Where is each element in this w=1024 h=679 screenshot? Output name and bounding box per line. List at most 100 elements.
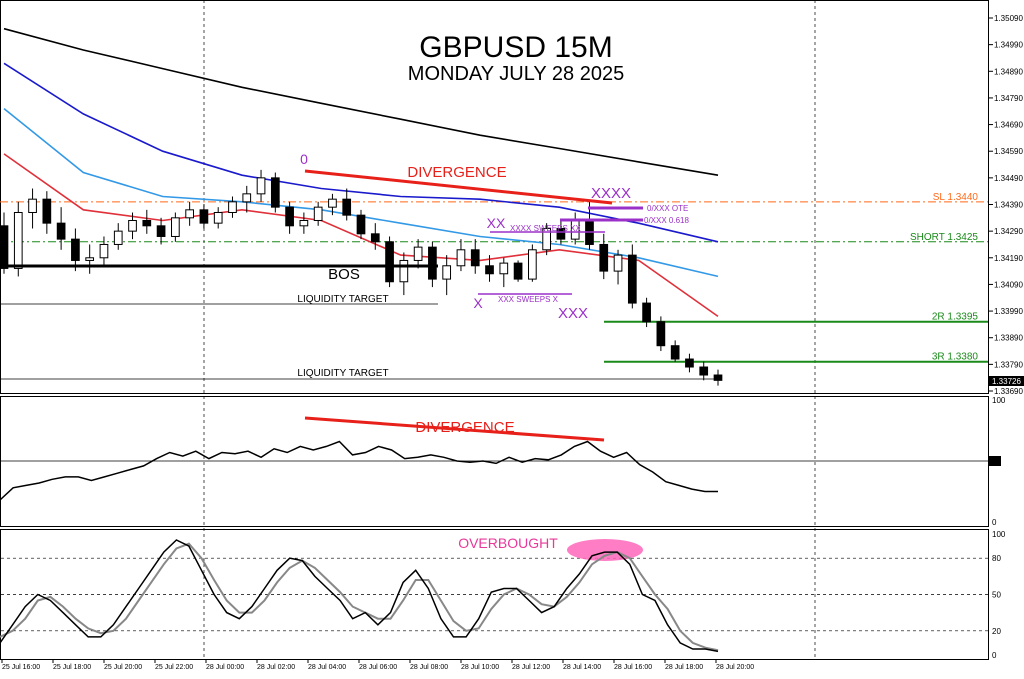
time-tick-label: 28 Jul 10:00 (461, 664, 499, 671)
price-tick-label: 1.34290 (994, 227, 1023, 236)
liquidity-target-label-2: LIQUIDITY TARGET (297, 368, 388, 379)
candle-body (356, 214, 366, 235)
divergence-line-price (304, 169, 613, 205)
candle-body (370, 233, 380, 243)
stoch-axis: 100 80 50 20 0 (1, 530, 1006, 660)
time-tick-label: 28 Jul 08:00 (410, 664, 448, 671)
candle-body (199, 209, 209, 224)
rsi-tick-label: 100 (992, 396, 1006, 405)
xxxx-sweeps-label: XXXX SWEEPS XX (510, 224, 581, 233)
candle-body (128, 219, 137, 232)
time-tick-label: 28 Jul 18:00 (665, 664, 703, 671)
stoch-tick-label: 80 (992, 554, 1001, 563)
candle-body (328, 198, 337, 208)
xxx-sweeps-label: XXX SWEEPS X (498, 295, 559, 304)
time-tick-label: 28 Jul 02:00 (257, 664, 295, 671)
candle-body (185, 209, 194, 219)
rsi-line (0, 440, 718, 501)
candle-body (28, 198, 37, 213)
price-tick-label: 1.34790 (994, 94, 1023, 103)
time-tick-label: 28 Jul 20:00 (716, 664, 754, 671)
divergence-label-price: DIVERGENCE (407, 164, 506, 181)
time-tick-label: 28 Jul 16:00 (614, 664, 652, 671)
candle-body (242, 193, 252, 203)
time-tick-label: 25 Jul 18:00 (53, 664, 91, 671)
stoch-tick-label: 20 (992, 627, 1001, 636)
price-tick-label: 1.34490 (994, 174, 1023, 183)
time-tick-label: 28 Jul 00:00 (206, 664, 244, 671)
candle-body (71, 238, 80, 261)
candle-body (670, 345, 680, 360)
candle-body (113, 230, 123, 245)
candle-body (470, 249, 480, 267)
price-tick-label: 1.34590 (994, 147, 1023, 156)
candle-body (528, 249, 537, 280)
candle-body (213, 211, 223, 224)
time-tick-label: 25 Jul 20:00 (104, 664, 142, 671)
time-tick-label: 28 Jul 14:00 (563, 664, 601, 671)
xx-label: XX (487, 215, 506, 231)
candle-body (599, 243, 609, 272)
liquidity-target-label-1: LIQUIDITY TARGET (297, 294, 388, 305)
overbought-ellipse (567, 539, 643, 561)
candle-body (513, 262, 523, 280)
time-tick-label: 28 Jul 04:00 (308, 664, 346, 671)
time-tick-label: 25 Jul 22:00 (155, 664, 193, 671)
x-label: X (473, 295, 483, 311)
candle-body (85, 257, 95, 261)
price-tick-label: 1.33690 (994, 387, 1023, 396)
price-tick-label: 1.33990 (994, 307, 1023, 316)
stoch-tick-label: 0 (992, 651, 997, 660)
candle-body (171, 217, 180, 237)
current-price-label: 1.33726 (992, 377, 1021, 386)
stoch-main-line (0, 539, 719, 653)
chart-title: GBPUSD 15M (419, 31, 612, 64)
price-tick-label: 1.34190 (994, 254, 1023, 263)
candle-body (385, 241, 394, 283)
rsi-tick-label: 0 (992, 518, 997, 527)
time-tick-label: 28 Jul 12:00 (512, 664, 550, 671)
candle-body (299, 219, 309, 227)
current-price-box (989, 376, 1024, 386)
candle-body (13, 211, 23, 269)
candle-body (485, 265, 494, 275)
candle-body (656, 321, 666, 347)
candle-body (713, 374, 723, 381)
price-tick-label: 1.34990 (994, 41, 1023, 50)
stoch-tick-label: 50 (992, 591, 1001, 600)
xxx-label: XXX (558, 305, 588, 322)
candle-body (556, 227, 566, 240)
ote-label: 0/XXX OTE (647, 204, 688, 213)
fib-label: 0/XXX 0.618 (644, 216, 689, 225)
level-label: 3R 1.3380 (932, 352, 979, 363)
xxxx-label: XXXX (591, 185, 631, 202)
candle-body (613, 254, 623, 272)
price-tick-label: 1.34890 (994, 67, 1023, 76)
candle-body (56, 222, 66, 240)
time-axis: 25 Jul 16:00 25 Jul 18:00 25 Jul 20:00 25 J… (1, 660, 754, 671)
stoch-tick-label: 100 (992, 530, 1006, 539)
bos-label: BOS (328, 266, 360, 283)
divergence-label-rsi: DIVERGENCE (415, 419, 514, 436)
stoch-signal-line (0, 542, 719, 652)
rsi-level-box (989, 456, 1001, 466)
candle-body (413, 246, 423, 261)
candle-body (428, 246, 437, 280)
candle-body (685, 358, 694, 368)
candles (0, 169, 723, 386)
price-tick-label: 1.35090 (994, 14, 1023, 23)
price-tick-label: 1.34690 (994, 121, 1023, 130)
level-label: SL 1.3440 (933, 192, 979, 203)
candle-body (0, 225, 9, 269)
candle-body (142, 219, 152, 227)
overbought-label: OVERBOUGHT (458, 535, 558, 551)
moving-average-line (3, 62, 719, 243)
price-tick-label: 1.34090 (994, 280, 1023, 289)
level-label: 2R 1.3395 (932, 312, 979, 323)
candle-body (156, 225, 166, 237)
trade-levels: SL 1.3440 SHORT 1.3425 2R 1.3395 3R 1.3380 (0, 192, 988, 363)
candle-body (342, 198, 352, 216)
candle-body (499, 262, 509, 275)
